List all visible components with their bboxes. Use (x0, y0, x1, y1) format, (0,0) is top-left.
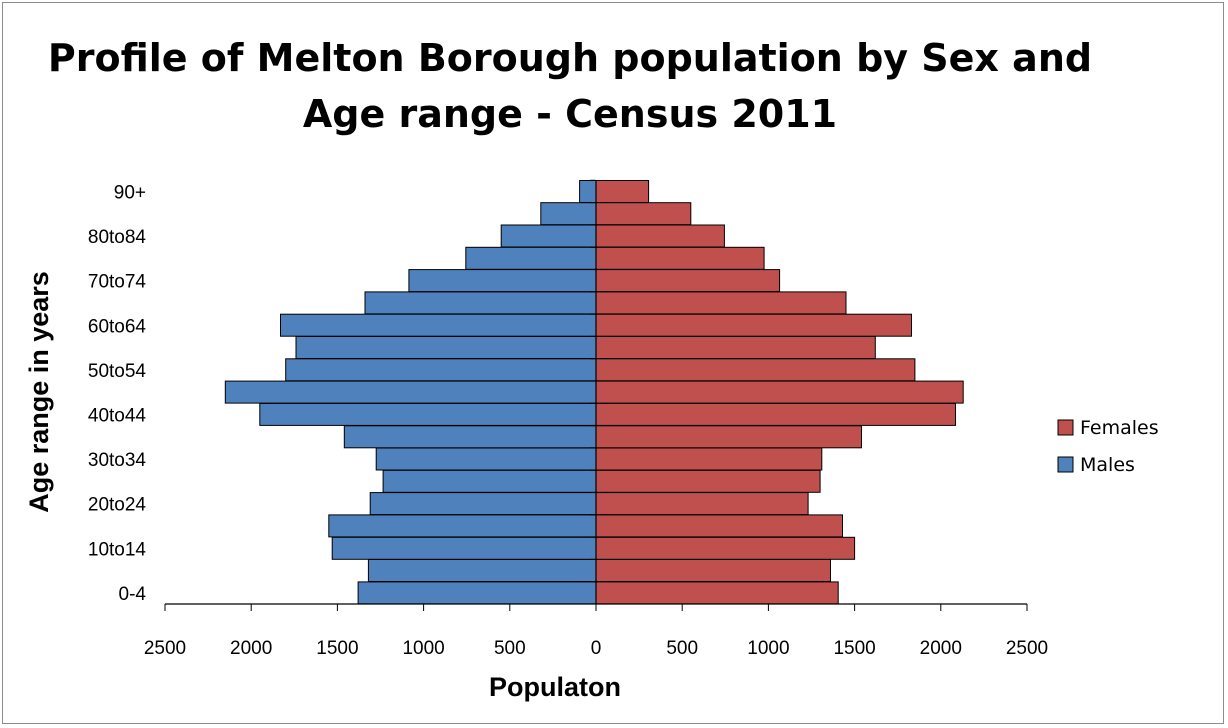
bar-males-75to79 (465, 246, 597, 270)
bar-males-60to64 (280, 313, 597, 337)
bar-males-15to19 (328, 514, 597, 538)
legend-label-females: Females (1080, 417, 1159, 439)
bar-males-20to24 (369, 492, 597, 516)
bar-females-30to34 (595, 447, 823, 471)
bar-males-40to44 (259, 402, 597, 426)
axes-group: 2500 2000 1500 1000 500 0 500 1000 1500 2000 2500 0… (88, 179, 1048, 659)
bar-females-55to59 (595, 336, 876, 359)
bar-females-15to19 (595, 514, 843, 538)
bar-females-25to29 (595, 469, 821, 493)
legend-swatch-females (1057, 419, 1074, 436)
bar-males-10to14 (331, 536, 597, 560)
y-tick-label: 10to14 (88, 539, 147, 560)
bar-males-90+ (579, 180, 597, 203)
y-tick-label: 40to44 (88, 405, 147, 426)
y-tick-label: 20to24 (88, 495, 147, 516)
x-tick-label: 2500 (144, 638, 186, 659)
y-tick-label: 70to74 (88, 272, 147, 293)
bar-males-35to39 (343, 425, 597, 449)
x-tick-label: 1000 (747, 638, 789, 659)
y-tick-label: 90+ (114, 182, 146, 203)
x-tick-label: 1000 (402, 638, 444, 659)
bar-males-65to69 (364, 291, 597, 315)
bar-females-65to69 (595, 291, 847, 315)
bar-males-70to74 (408, 269, 597, 293)
bar-females-40to44 (595, 402, 956, 426)
bar-males-80to84 (500, 224, 597, 248)
bar-males-55to59 (295, 336, 597, 359)
chart-title: Profile of Melton Borough population by … (47, 36, 1093, 136)
bar-females-10to14 (595, 536, 856, 560)
legend-label-males: Males (1080, 454, 1135, 476)
bars-group (224, 180, 964, 605)
x-tick-label: 1500 (316, 638, 358, 659)
bar-males-50to54 (285, 358, 597, 382)
bar-females-35to39 (595, 425, 862, 449)
y-tick-label: 60to64 (88, 316, 147, 337)
bar-females-20to24 (595, 492, 809, 516)
bar-males-30to34 (375, 447, 597, 471)
x-tick-label: 500 (494, 638, 526, 659)
bar-females-5to9 (595, 559, 831, 582)
bar-females-70to74 (595, 269, 781, 293)
bar-females-85to89 (595, 202, 692, 226)
x-axis-title: Populaton (489, 672, 621, 702)
x-tick-label: 2000 (920, 638, 962, 659)
bar-females-60to64 (595, 313, 912, 337)
bar-females-0-4 (595, 581, 839, 605)
bar-females-50to54 (595, 358, 916, 382)
bar-males-85to89 (540, 202, 597, 226)
x-tick-label: 2000 (230, 638, 272, 659)
bar-females-90+ (595, 180, 650, 203)
bar-males-25to29 (382, 469, 597, 493)
bar-females-45to49 (595, 380, 964, 404)
bar-males-0-4 (357, 581, 597, 605)
y-tick-label: 50to54 (88, 361, 147, 382)
x-tick-label: 0 (591, 638, 602, 659)
legend-swatch-males (1057, 456, 1074, 473)
bar-males-45to49 (224, 380, 597, 404)
bar-females-80to84 (595, 224, 725, 248)
y-tick-label: 80to84 (88, 227, 147, 248)
x-tick-label: 1500 (833, 638, 875, 659)
bar-females-75to79 (595, 246, 765, 270)
y-axis-title: Age range in years (24, 271, 54, 513)
legend: Females Males (1057, 417, 1159, 476)
bar-males-5to9 (367, 559, 597, 582)
y-tick-label: 30to34 (88, 450, 147, 471)
x-tick-label: 2500 (1006, 638, 1048, 659)
x-tick-label: 500 (666, 638, 698, 659)
y-tick-label: 0-4 (119, 584, 147, 605)
